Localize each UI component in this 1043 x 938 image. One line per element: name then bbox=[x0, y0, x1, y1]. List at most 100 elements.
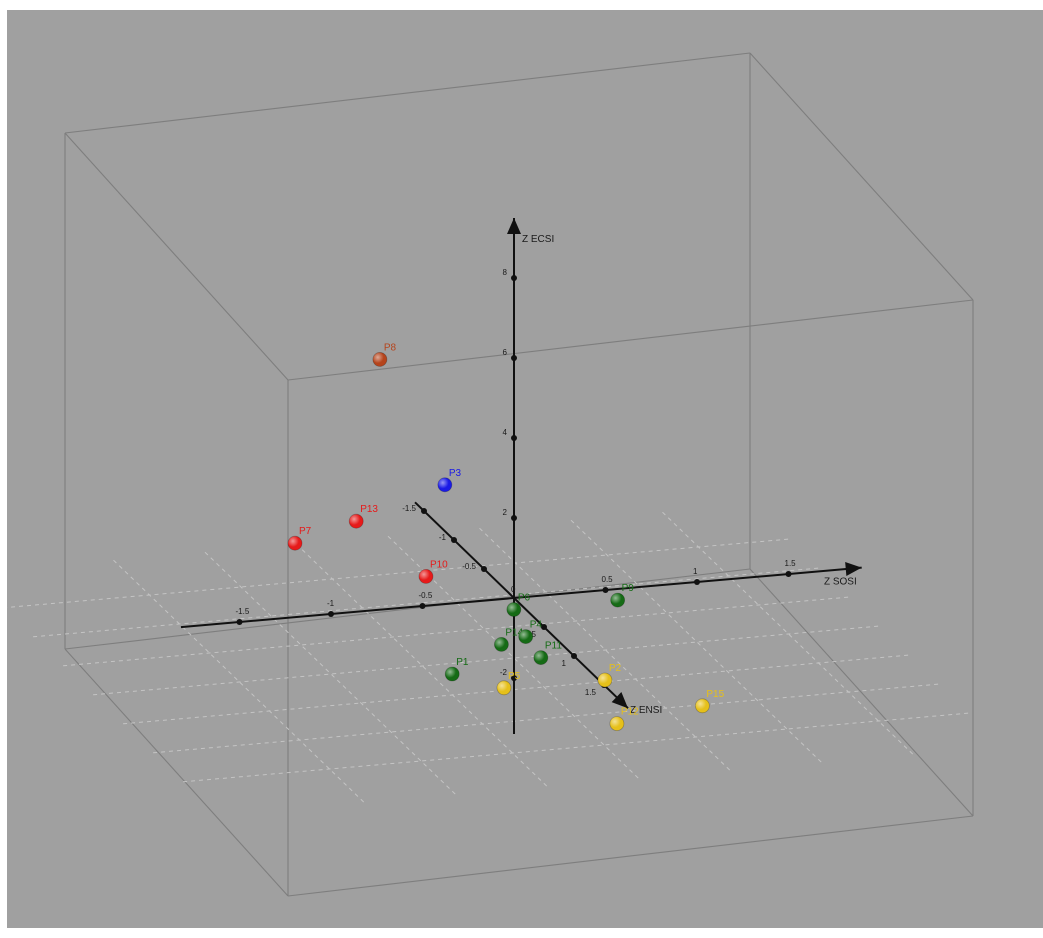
y-tick-label: -0.5 bbox=[462, 562, 476, 571]
x-tick bbox=[694, 579, 700, 585]
point-highlight bbox=[418, 569, 433, 584]
z-tick-label: 6 bbox=[503, 348, 508, 357]
point-label: P12 bbox=[621, 707, 639, 718]
z-axis-arrow bbox=[507, 218, 521, 234]
z-tick bbox=[511, 435, 517, 441]
box-edge bbox=[64, 132, 289, 381]
x-tick-label: -0.5 bbox=[419, 591, 433, 600]
y-tick bbox=[421, 508, 427, 514]
point-highlight bbox=[597, 673, 612, 687]
box-edge bbox=[749, 52, 974, 301]
point-p12[interactable]: P12 bbox=[609, 707, 639, 731]
y-axis bbox=[414, 501, 629, 709]
point-label: P2 bbox=[609, 663, 622, 674]
y-tick bbox=[571, 653, 577, 659]
z-tick-label: 4 bbox=[503, 428, 508, 437]
grid-line bbox=[93, 625, 881, 696]
z-tick bbox=[511, 675, 517, 681]
grid-line bbox=[296, 543, 549, 789]
box-edge bbox=[287, 299, 974, 381]
floor-grid bbox=[7, 511, 971, 805]
x-tick-label: -1 bbox=[327, 599, 335, 608]
point-highlight bbox=[372, 352, 387, 367]
x-tick bbox=[419, 603, 426, 609]
axes bbox=[180, 218, 862, 734]
point-label: P15 bbox=[706, 689, 724, 700]
point-label: P10 bbox=[430, 559, 448, 570]
x-tick bbox=[328, 611, 334, 617]
z-axis-label: Z ECSI bbox=[522, 234, 554, 245]
y-tick bbox=[451, 537, 457, 543]
box-edge bbox=[64, 648, 289, 897]
box-edge bbox=[64, 52, 751, 134]
point-label: P3 bbox=[449, 468, 462, 479]
point-label: P1 bbox=[456, 657, 469, 668]
point-p7[interactable]: P7 bbox=[287, 526, 312, 551]
x-axis bbox=[180, 566, 862, 629]
point-highlight bbox=[610, 593, 625, 608]
y-axis-label: Z ENSI bbox=[630, 705, 662, 716]
z-tick bbox=[511, 355, 517, 361]
scatter-3d-plot[interactable]: Z SOSI Z ENSI Z ECSI -1.5 -1 -0.5 0.5 1 1.5 -1.5 -… bbox=[7, 10, 1043, 928]
point-label: P14 bbox=[505, 627, 523, 638]
y-tick bbox=[541, 624, 547, 630]
point-highlight bbox=[494, 637, 509, 652]
x-tick bbox=[602, 587, 609, 593]
z-tick-label: 2 bbox=[503, 508, 508, 517]
grid-line bbox=[479, 527, 732, 773]
point-highlight bbox=[288, 536, 302, 551]
plot-frame: Z SOSI Z ENSI Z ECSI -1.5 -1 -0.5 0.5 1 1.5 -1.5 -… bbox=[7, 10, 1043, 928]
bounding-box bbox=[64, 52, 974, 897]
y-tick-label: -1.5 bbox=[402, 504, 416, 513]
point-highlight bbox=[445, 667, 460, 681]
x-tick bbox=[785, 571, 792, 577]
y-tick bbox=[481, 566, 487, 572]
point-label: P6 bbox=[518, 593, 531, 604]
grid-line bbox=[7, 538, 791, 608]
point-p1[interactable]: P1 bbox=[444, 657, 469, 682]
grid-line bbox=[113, 559, 366, 805]
point-label: P13 bbox=[360, 504, 378, 515]
x-tick-label: 1.5 bbox=[785, 559, 797, 568]
point-p10[interactable]: P10 bbox=[418, 559, 448, 584]
point-p6[interactable]: P6 bbox=[506, 593, 531, 617]
box-edge bbox=[64, 568, 751, 650]
point-label: P5 bbox=[508, 671, 521, 682]
point-highlight bbox=[496, 680, 511, 695]
grid-line bbox=[123, 654, 911, 725]
point-label: P8 bbox=[384, 342, 397, 353]
x-tick-label: -1.5 bbox=[236, 607, 250, 616]
point-p5[interactable]: P5 bbox=[496, 671, 521, 696]
box-edge bbox=[287, 815, 974, 897]
point-p8[interactable]: P8 bbox=[372, 342, 397, 367]
point-p11[interactable]: P11 bbox=[533, 641, 562, 665]
axis-ticks: Z SOSI Z ENSI Z ECSI -1.5 -1 -0.5 0.5 1 1.5 -1.5 -… bbox=[236, 234, 857, 716]
point-p2[interactable]: P2 bbox=[597, 663, 622, 688]
point-highlight bbox=[609, 716, 624, 731]
point-highlight bbox=[437, 477, 452, 492]
point-highlight bbox=[695, 698, 710, 713]
y-tick-label: -1 bbox=[439, 533, 447, 542]
point-highlight bbox=[349, 514, 364, 529]
point-label: P7 bbox=[299, 526, 312, 537]
z-tick-label: -2 bbox=[500, 668, 508, 677]
point-p3[interactable]: P3 bbox=[437, 468, 462, 493]
grid-line bbox=[183, 712, 971, 783]
point-p15[interactable]: P15 bbox=[695, 689, 725, 714]
grid-line bbox=[33, 567, 821, 638]
grid-line bbox=[63, 596, 851, 667]
point-p9[interactable]: P9 bbox=[610, 583, 635, 608]
box-edge bbox=[749, 568, 974, 817]
point-highlight bbox=[506, 602, 521, 617]
point-label: P4 bbox=[530, 620, 543, 631]
point-p14[interactable]: P14 bbox=[493, 627, 524, 652]
origin-label: 0 bbox=[511, 585, 516, 594]
point-label: P11 bbox=[545, 641, 562, 652]
point-p13[interactable]: P13 bbox=[348, 504, 378, 529]
grid-line bbox=[662, 511, 915, 757]
z-tick-label: 8 bbox=[503, 268, 508, 277]
point-p4[interactable]: P4 bbox=[518, 620, 543, 644]
x-axis-arrow bbox=[845, 562, 862, 576]
y-tick-label: 1.5 bbox=[585, 688, 597, 697]
